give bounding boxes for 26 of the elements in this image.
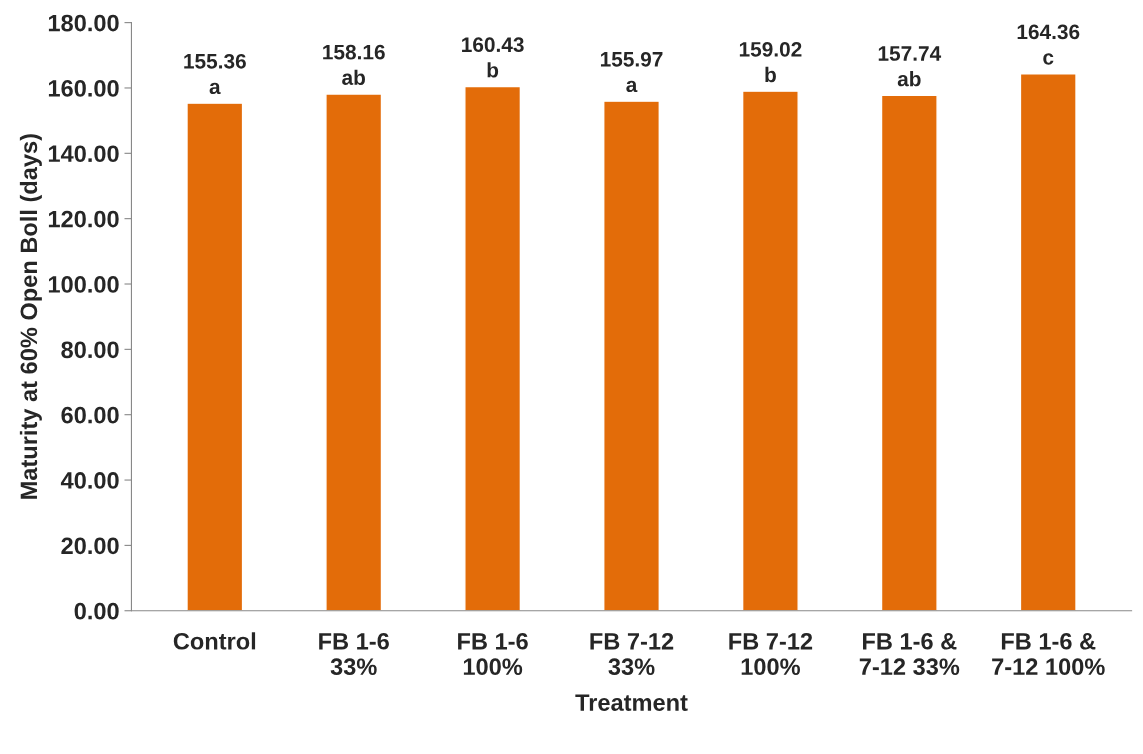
x-tick-label: FB 1-6 & 7-12 100% xyxy=(992,632,1105,676)
x-tick-label: FB 7-12 100% xyxy=(729,632,813,676)
data-label: 160.43 b xyxy=(462,37,524,78)
y-tick-label: 60.00 xyxy=(61,406,119,424)
y-tick-label: 0.00 xyxy=(74,602,119,620)
y-tick-label: 160.00 xyxy=(48,80,119,97)
x-tick-label: FB 7-12 33% xyxy=(590,632,674,676)
y-axis-title: Maturity at 60% Open Boll (days) xyxy=(19,134,42,499)
data-label: 158.16 ab xyxy=(323,44,385,85)
x-tick-label: FB 1-6 33% xyxy=(319,632,389,676)
x-tick-label: FB 1-6 & 7-12 33% xyxy=(859,632,960,676)
y-tick-label: 20.00 xyxy=(61,537,119,555)
data-label: 159.02 b xyxy=(739,41,802,83)
y-tick-label: 80.00 xyxy=(61,341,119,359)
y-tick-label: 140.00 xyxy=(48,145,119,163)
x-axis-title: Treatment xyxy=(575,694,688,711)
x-tick-label: Control xyxy=(173,632,256,650)
y-tick-label: 120.00 xyxy=(48,210,119,228)
data-label: 157.74 ab xyxy=(878,46,942,87)
x-tick-label: FB 1-6 100% xyxy=(458,632,528,676)
y-tick-label: 180.00 xyxy=(48,14,119,32)
data-label: 155.36 a xyxy=(184,53,246,95)
data-label: 155.97 a xyxy=(600,51,663,93)
y-tick-label: 40.00 xyxy=(60,472,119,489)
y-tick-label: 100.00 xyxy=(48,276,119,293)
data-label: 164.36 c xyxy=(1017,24,1080,65)
